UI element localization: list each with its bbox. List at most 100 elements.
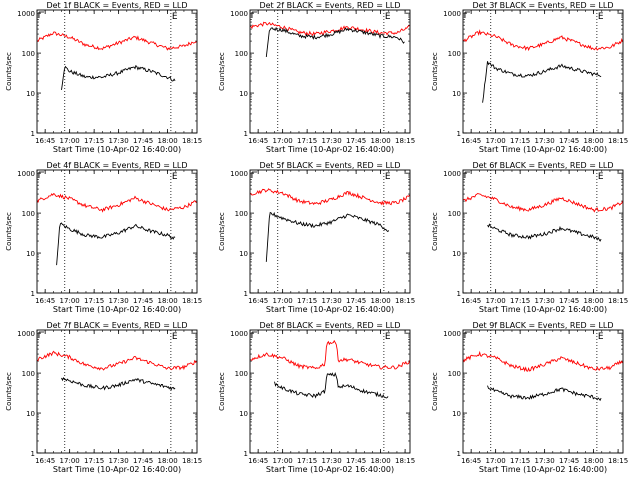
x-tick-label: 18:00: [371, 457, 391, 465]
y-axis-label: Counts/sec: [5, 372, 13, 411]
x-tick-label: 18:00: [371, 137, 391, 145]
y-tick-label: 1: [31, 450, 35, 458]
y-tick-label: 1000: [230, 330, 248, 338]
x-tick-label: 17:30: [109, 297, 129, 305]
events-series-line: [482, 61, 602, 103]
x-tick-label: 17:45: [346, 457, 366, 465]
panel-title: Det 1f BLACK = Events, RED = LLD: [46, 1, 187, 10]
y-axis-label: Counts/sec: [218, 212, 226, 251]
y-tick-label: 1: [31, 130, 35, 138]
x-tick-label: 16:45: [248, 457, 268, 465]
y-tick-label: 10: [239, 90, 248, 98]
x-axis-label: Start Time (10-Apr-02 16:40:00): [479, 145, 607, 154]
y-tick-label: 1: [244, 450, 248, 458]
x-tick-label: 17:15: [84, 457, 104, 465]
y-tick-label: 10: [239, 410, 248, 418]
x-tick-label: 18:15: [395, 297, 415, 305]
corner-marker: [251, 171, 257, 178]
x-tick-label: 16:45: [461, 457, 481, 465]
y-tick-label: 10: [26, 90, 35, 98]
x-axis-label: Start Time (10-Apr-02 16:40:00): [53, 305, 181, 314]
y-tick-label: 10: [452, 410, 461, 418]
x-tick-label: 17:30: [535, 137, 555, 145]
y-tick-label: 100: [448, 50, 461, 58]
y-tick-label: 100: [22, 370, 35, 378]
x-tick-label: 17:15: [297, 297, 317, 305]
plot-frame: [36, 169, 198, 294]
plot-frame: [249, 329, 411, 454]
detector-panel: Det 4f BLACK = Events, RED = LLD Counts/s…: [5, 161, 202, 314]
y-tick-label: 1000: [17, 10, 35, 18]
y-tick-label: 1000: [230, 10, 248, 18]
panel-title: Det 8f BLACK = Events, RED = LLD: [259, 321, 400, 330]
lld-series-line: [462, 193, 624, 213]
y-tick-label: 100: [235, 50, 248, 58]
plot-frame: [249, 169, 411, 294]
y-tick-label: 100: [22, 50, 35, 58]
corner-marker: [38, 171, 44, 178]
events-series-line: [487, 385, 602, 402]
corner-marker: [251, 11, 257, 18]
x-tick-label: 18:15: [608, 297, 628, 305]
x-tick-label: 17:15: [297, 137, 317, 145]
y-tick-label: 10: [452, 90, 461, 98]
y-tick-label: 100: [235, 370, 248, 378]
lld-series-line: [249, 339, 411, 370]
x-tick-label: 16:45: [35, 297, 55, 305]
x-tick-label: 17:45: [133, 297, 153, 305]
y-axis-label: Counts/sec: [5, 52, 13, 91]
y-tick-label: 1000: [443, 170, 461, 178]
x-axis-label: Start Time (10-Apr-02 16:40:00): [266, 305, 394, 314]
x-tick-label: 17:30: [322, 137, 342, 145]
y-axis-label: Counts/sec: [431, 212, 439, 251]
detector-panel: Det 1f BLACK = Events, RED = LLD Counts/s…: [5, 1, 202, 154]
y-tick-label: 1: [457, 130, 461, 138]
x-tick-label: 18:15: [608, 137, 628, 145]
detector-panel: Det 2f BLACK = Events, RED = LLD Counts/s…: [218, 1, 415, 154]
x-tick-label: 17:45: [559, 457, 579, 465]
y-tick-label: 1: [31, 290, 35, 298]
x-tick-label: 17:15: [510, 457, 530, 465]
y-axis-label: Counts/sec: [431, 372, 439, 411]
panel-title: Det 3f BLACK = Events, RED = LLD: [472, 1, 613, 10]
plot-frame: [36, 9, 198, 134]
y-tick-label: 10: [26, 250, 35, 258]
x-tick-label: 17:45: [559, 137, 579, 145]
y-tick-label: 1000: [443, 330, 461, 338]
y-tick-label: 1: [457, 290, 461, 298]
time-marker-label: E: [598, 172, 604, 182]
detector-panel: Det 6f BLACK = Events, RED = LLD Counts/s…: [431, 161, 628, 314]
x-tick-label: 17:30: [535, 457, 555, 465]
y-axis-label: Counts/sec: [218, 372, 226, 411]
x-tick-label: 16:45: [461, 137, 481, 145]
x-tick-label: 17:45: [133, 137, 153, 145]
x-tick-label: 17:00: [486, 457, 506, 465]
y-tick-label: 100: [448, 370, 461, 378]
x-tick-label: 18:00: [158, 457, 178, 465]
time-marker-label: E: [598, 12, 604, 22]
lld-series-line: [249, 188, 411, 206]
corner-marker: [464, 11, 470, 18]
x-tick-label: 16:45: [461, 297, 481, 305]
detector-panel: Det 5f BLACK = Events, RED = LLD Counts/s…: [218, 161, 415, 314]
time-marker-label: E: [385, 332, 391, 342]
y-tick-label: 1000: [230, 170, 248, 178]
x-tick-label: 18:15: [182, 137, 202, 145]
plot-frame: [249, 9, 411, 134]
x-tick-label: 17:45: [346, 137, 366, 145]
corner-marker: [464, 331, 470, 338]
y-tick-label: 1: [457, 450, 461, 458]
detector-panel: Det 3f BLACK = Events, RED = LLD Counts/s…: [431, 1, 628, 154]
corner-marker: [38, 11, 44, 18]
time-marker-label: E: [172, 332, 178, 342]
x-tick-label: 17:15: [297, 457, 317, 465]
x-tick-label: 17:15: [510, 137, 530, 145]
x-tick-label: 17:00: [60, 137, 80, 145]
y-tick-label: 1: [244, 130, 248, 138]
x-tick-label: 18:00: [584, 137, 604, 145]
x-tick-label: 17:30: [109, 457, 129, 465]
events-series-line: [274, 371, 389, 399]
detector-panel: Det 8f BLACK = Events, RED = LLD Counts/s…: [218, 321, 415, 474]
x-tick-label: 17:00: [486, 137, 506, 145]
